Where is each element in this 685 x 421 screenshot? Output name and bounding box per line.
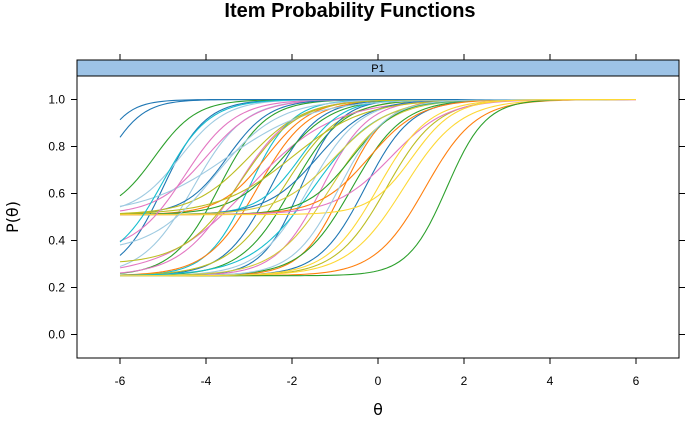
x-tick-label: -2	[287, 374, 298, 388]
y-axis: 0.0 0.2 0.4 0.6 0.8 1.0	[48, 93, 77, 342]
x-tick-label: 4	[547, 374, 554, 388]
top-ticks	[119, 54, 637, 60]
y-tick-label: 1.0	[48, 93, 65, 107]
y-axis-label: P(θ)	[3, 201, 22, 233]
y-tick-label: 0.4	[48, 234, 65, 248]
x-tick-label: -4	[201, 374, 212, 388]
chart-title: Item Probability Functions	[224, 0, 475, 22]
x-tick-label: 0	[375, 374, 382, 388]
x-tick-label: 6	[633, 374, 640, 388]
right-ticks	[679, 99, 685, 335]
y-tick-label: 0.2	[48, 281, 65, 295]
item-curve-46	[120, 98, 636, 277]
x-axis: -6 -4 -2 0 2 4 6	[115, 358, 640, 388]
y-tick-label: 0.0	[48, 328, 65, 342]
curve-group	[119, 98, 637, 277]
panel-strip-label: P1	[371, 63, 384, 75]
plot-area	[76, 75, 680, 359]
x-axis-label: θ	[373, 400, 383, 419]
y-tick-label: 0.8	[48, 140, 65, 154]
x-tick-label: -6	[115, 374, 126, 388]
x-tick-label: 2	[461, 374, 468, 388]
y-tick-label: 0.6	[48, 187, 65, 201]
